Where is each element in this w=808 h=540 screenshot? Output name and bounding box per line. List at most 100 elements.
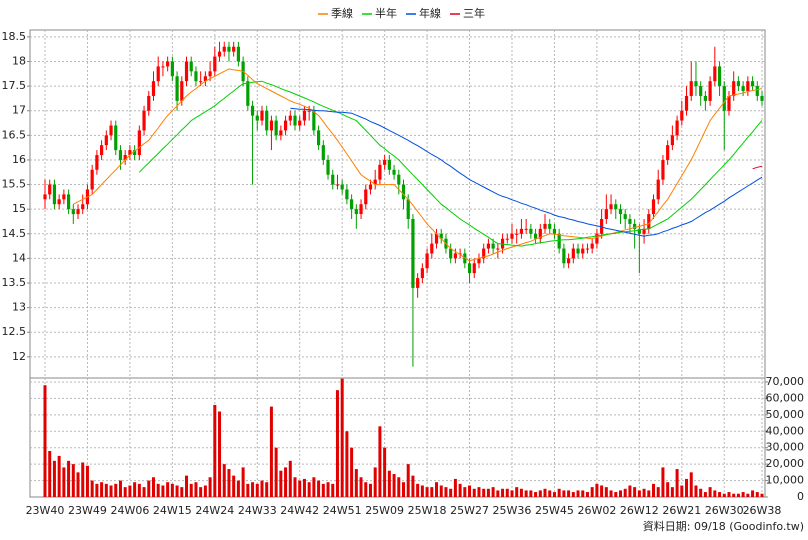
y-tick-label: 13.5: [2, 276, 27, 289]
volume-bar: [265, 482, 269, 497]
candle-body: [236, 46, 241, 62]
x-tick-label: 24W33: [238, 504, 277, 517]
candle-body: [184, 61, 189, 82]
candle-body: [434, 233, 439, 244]
candle-body: [548, 223, 552, 229]
volume-bar: [387, 470, 391, 497]
candle-body: [335, 184, 340, 186]
candle-body: [576, 248, 580, 254]
volume-bar: [317, 480, 321, 497]
candle-body: [425, 253, 429, 269]
candle-body: [316, 130, 321, 146]
volume-bar: [48, 450, 52, 497]
candle-body: [378, 164, 382, 180]
legend-label: 半年: [375, 6, 397, 20]
candle-body: [217, 51, 222, 57]
candle-body: [401, 184, 406, 200]
candle-body: [416, 278, 420, 288]
volume-bar: [236, 480, 240, 497]
volume-bar: [420, 485, 424, 497]
volume-bar: [100, 482, 104, 497]
candle-body: [623, 214, 627, 220]
candle-body: [326, 159, 330, 175]
x-tick-label: 25W27: [450, 504, 489, 517]
volume-bar: [142, 487, 146, 497]
candle-body: [515, 233, 519, 235]
candle-body: [288, 115, 292, 121]
candle-body: [227, 46, 231, 52]
candle-body: [199, 81, 203, 83]
volume-bar: [647, 490, 651, 497]
volume-bar: [637, 490, 641, 497]
volume-bar: [118, 480, 122, 497]
candle-body: [71, 209, 75, 215]
y-tick-label: 12: [12, 350, 26, 363]
volume-bar: [567, 490, 571, 497]
volume-bar: [666, 482, 670, 497]
volume-bar: [519, 488, 523, 497]
candle-body: [637, 228, 641, 234]
candle-body: [562, 248, 566, 264]
volume-bar: [156, 483, 160, 497]
volume-bar: [670, 487, 674, 497]
volume-bar: [548, 490, 552, 497]
candle-body: [255, 115, 259, 121]
candle-body: [430, 243, 434, 254]
volume-bar: [444, 487, 448, 497]
candle-body: [354, 209, 358, 215]
volume-bar: [534, 492, 538, 497]
volume-bar: [397, 477, 401, 497]
volume-bar: [482, 488, 486, 497]
candle-body: [147, 95, 151, 111]
ma-line: [752, 165, 763, 170]
volume-bar: [501, 488, 505, 497]
candle-body: [736, 81, 741, 87]
volume-bar: [269, 406, 273, 497]
volume-bar: [274, 447, 278, 497]
candle-body: [48, 184, 52, 195]
candle-body: [189, 61, 193, 72]
candle-body: [368, 184, 373, 190]
volume-bar: [335, 390, 339, 497]
y-tick-label: 30,000: [766, 441, 805, 454]
y-tick-label: 40,000: [766, 424, 805, 437]
volume-bar: [661, 467, 665, 497]
volume-bar: [604, 487, 608, 497]
volume-bar: [618, 490, 622, 497]
x-tick-label: 26W21: [662, 504, 701, 517]
candle-body: [232, 46, 236, 52]
volume-bar: [529, 490, 533, 497]
candle-body: [104, 135, 108, 146]
candle-body: [684, 95, 689, 111]
volume-bar: [406, 464, 410, 497]
volume-bar: [402, 482, 405, 497]
volume-bar: [590, 487, 594, 497]
volume-bar: [170, 483, 174, 497]
volume-bar: [81, 462, 85, 497]
candle-body: [699, 86, 703, 96]
volume-bar: [746, 493, 750, 497]
candle-body: [397, 174, 401, 185]
candle-body: [491, 243, 495, 249]
candle-body: [411, 219, 415, 288]
volume-bar: [194, 482, 198, 497]
candle-body: [175, 76, 179, 101]
candle-body: [732, 81, 736, 96]
volume-bar: [614, 492, 618, 497]
volume-bar: [345, 431, 349, 497]
y-tick-label: 17: [12, 104, 26, 117]
candle-body: [128, 150, 132, 156]
candle-body: [571, 248, 575, 259]
candle-body: [208, 71, 212, 77]
volume-bar: [246, 483, 250, 497]
volume-bar: [538, 490, 542, 497]
candle-body: [439, 233, 443, 239]
y-tick-label: 15.5: [2, 178, 27, 191]
y-tick-label: 0: [797, 490, 804, 503]
y-tick-label: 16: [12, 153, 26, 166]
candle-body: [713, 66, 717, 82]
candle-body: [717, 66, 722, 87]
volume-bar: [109, 485, 113, 497]
volume-bar: [435, 482, 439, 497]
candle-body: [109, 125, 113, 136]
